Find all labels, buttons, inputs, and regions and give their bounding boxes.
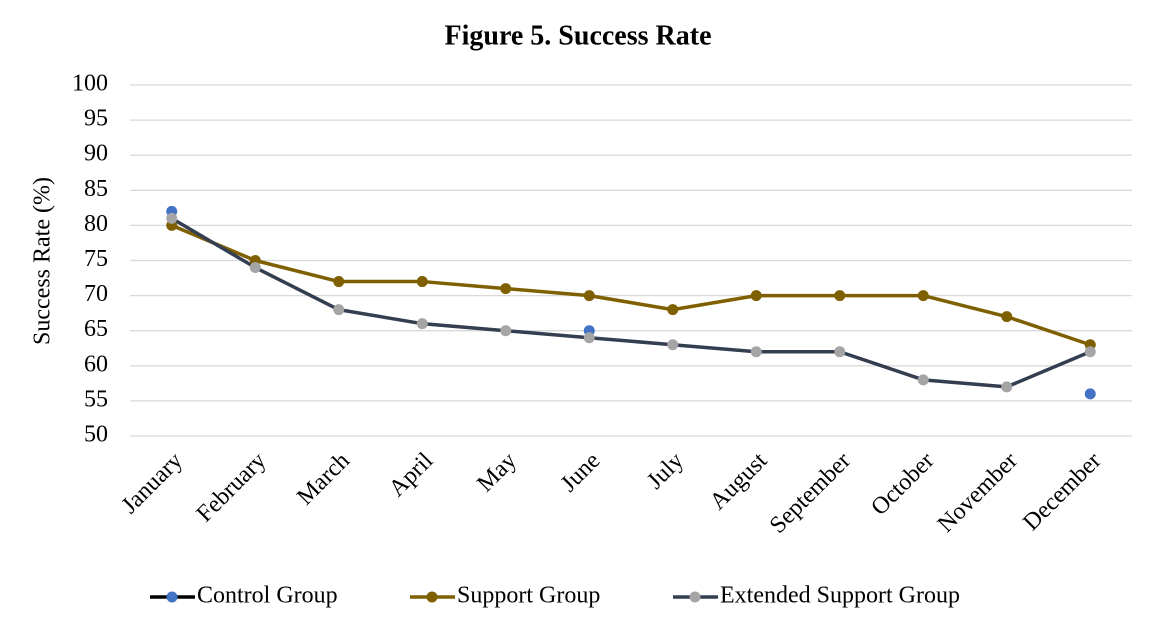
data-point (166, 212, 178, 224)
y-tick-label: 65 (84, 316, 108, 342)
data-point (750, 290, 762, 302)
y-tick-label: 55 (84, 386, 108, 412)
data-point (834, 290, 846, 302)
legend-label: Support Group (457, 583, 600, 609)
data-point (917, 374, 929, 386)
legend-marker (689, 591, 701, 603)
data-point (1001, 381, 1013, 393)
data-point (667, 339, 679, 351)
y-tick-label: 60 (84, 351, 108, 377)
data-point (667, 304, 679, 316)
x-tick-label: September (765, 448, 856, 539)
chart-title: Figure 5. Success Rate (445, 20, 712, 51)
legend-label: Control Group (197, 583, 338, 609)
data-point (333, 276, 345, 288)
y-axis-label: Success Rate (%) (30, 177, 56, 345)
y-tick-label: 90 (84, 141, 108, 167)
data-point (583, 290, 595, 302)
y-tick-label: 75 (84, 246, 108, 272)
legend-label: Extended Support Group (720, 583, 960, 609)
x-tick-label: May (472, 448, 522, 498)
x-tick-label: June (556, 448, 606, 498)
x-tick-label: October (866, 448, 939, 521)
series-line (170, 216, 1091, 389)
series-line (171, 223, 1091, 347)
data-point (917, 290, 929, 302)
data-point (750, 346, 762, 358)
data-point (333, 304, 345, 316)
data-point (583, 332, 595, 344)
legend-marker (426, 591, 438, 603)
x-tick-label: April (384, 448, 438, 502)
x-tick-label: November (933, 448, 1023, 538)
y-tick-label: 100 (72, 71, 108, 97)
data-point (1001, 311, 1013, 323)
data-point (834, 346, 846, 358)
data-point (500, 283, 512, 295)
y-tick-label: 85 (84, 176, 108, 202)
legend-marker (166, 591, 178, 603)
x-tick-label: January (117, 448, 188, 519)
x-tick-label: December (1018, 448, 1106, 536)
x-tick-label: March (292, 448, 355, 511)
data-point (500, 325, 512, 337)
y-tick-label: 50 (84, 422, 108, 448)
data-point (249, 262, 261, 274)
x-tick-label: February (192, 448, 272, 528)
x-tick-label: July (642, 448, 689, 495)
y-tick-label: 95 (84, 106, 108, 132)
y-tick-label: 80 (84, 211, 108, 237)
data-point (1084, 346, 1096, 358)
data-point (416, 276, 428, 288)
data-point (1084, 388, 1096, 400)
data-point (416, 318, 428, 330)
x-tick-label: August (705, 448, 773, 516)
y-tick-label: 70 (84, 281, 108, 307)
